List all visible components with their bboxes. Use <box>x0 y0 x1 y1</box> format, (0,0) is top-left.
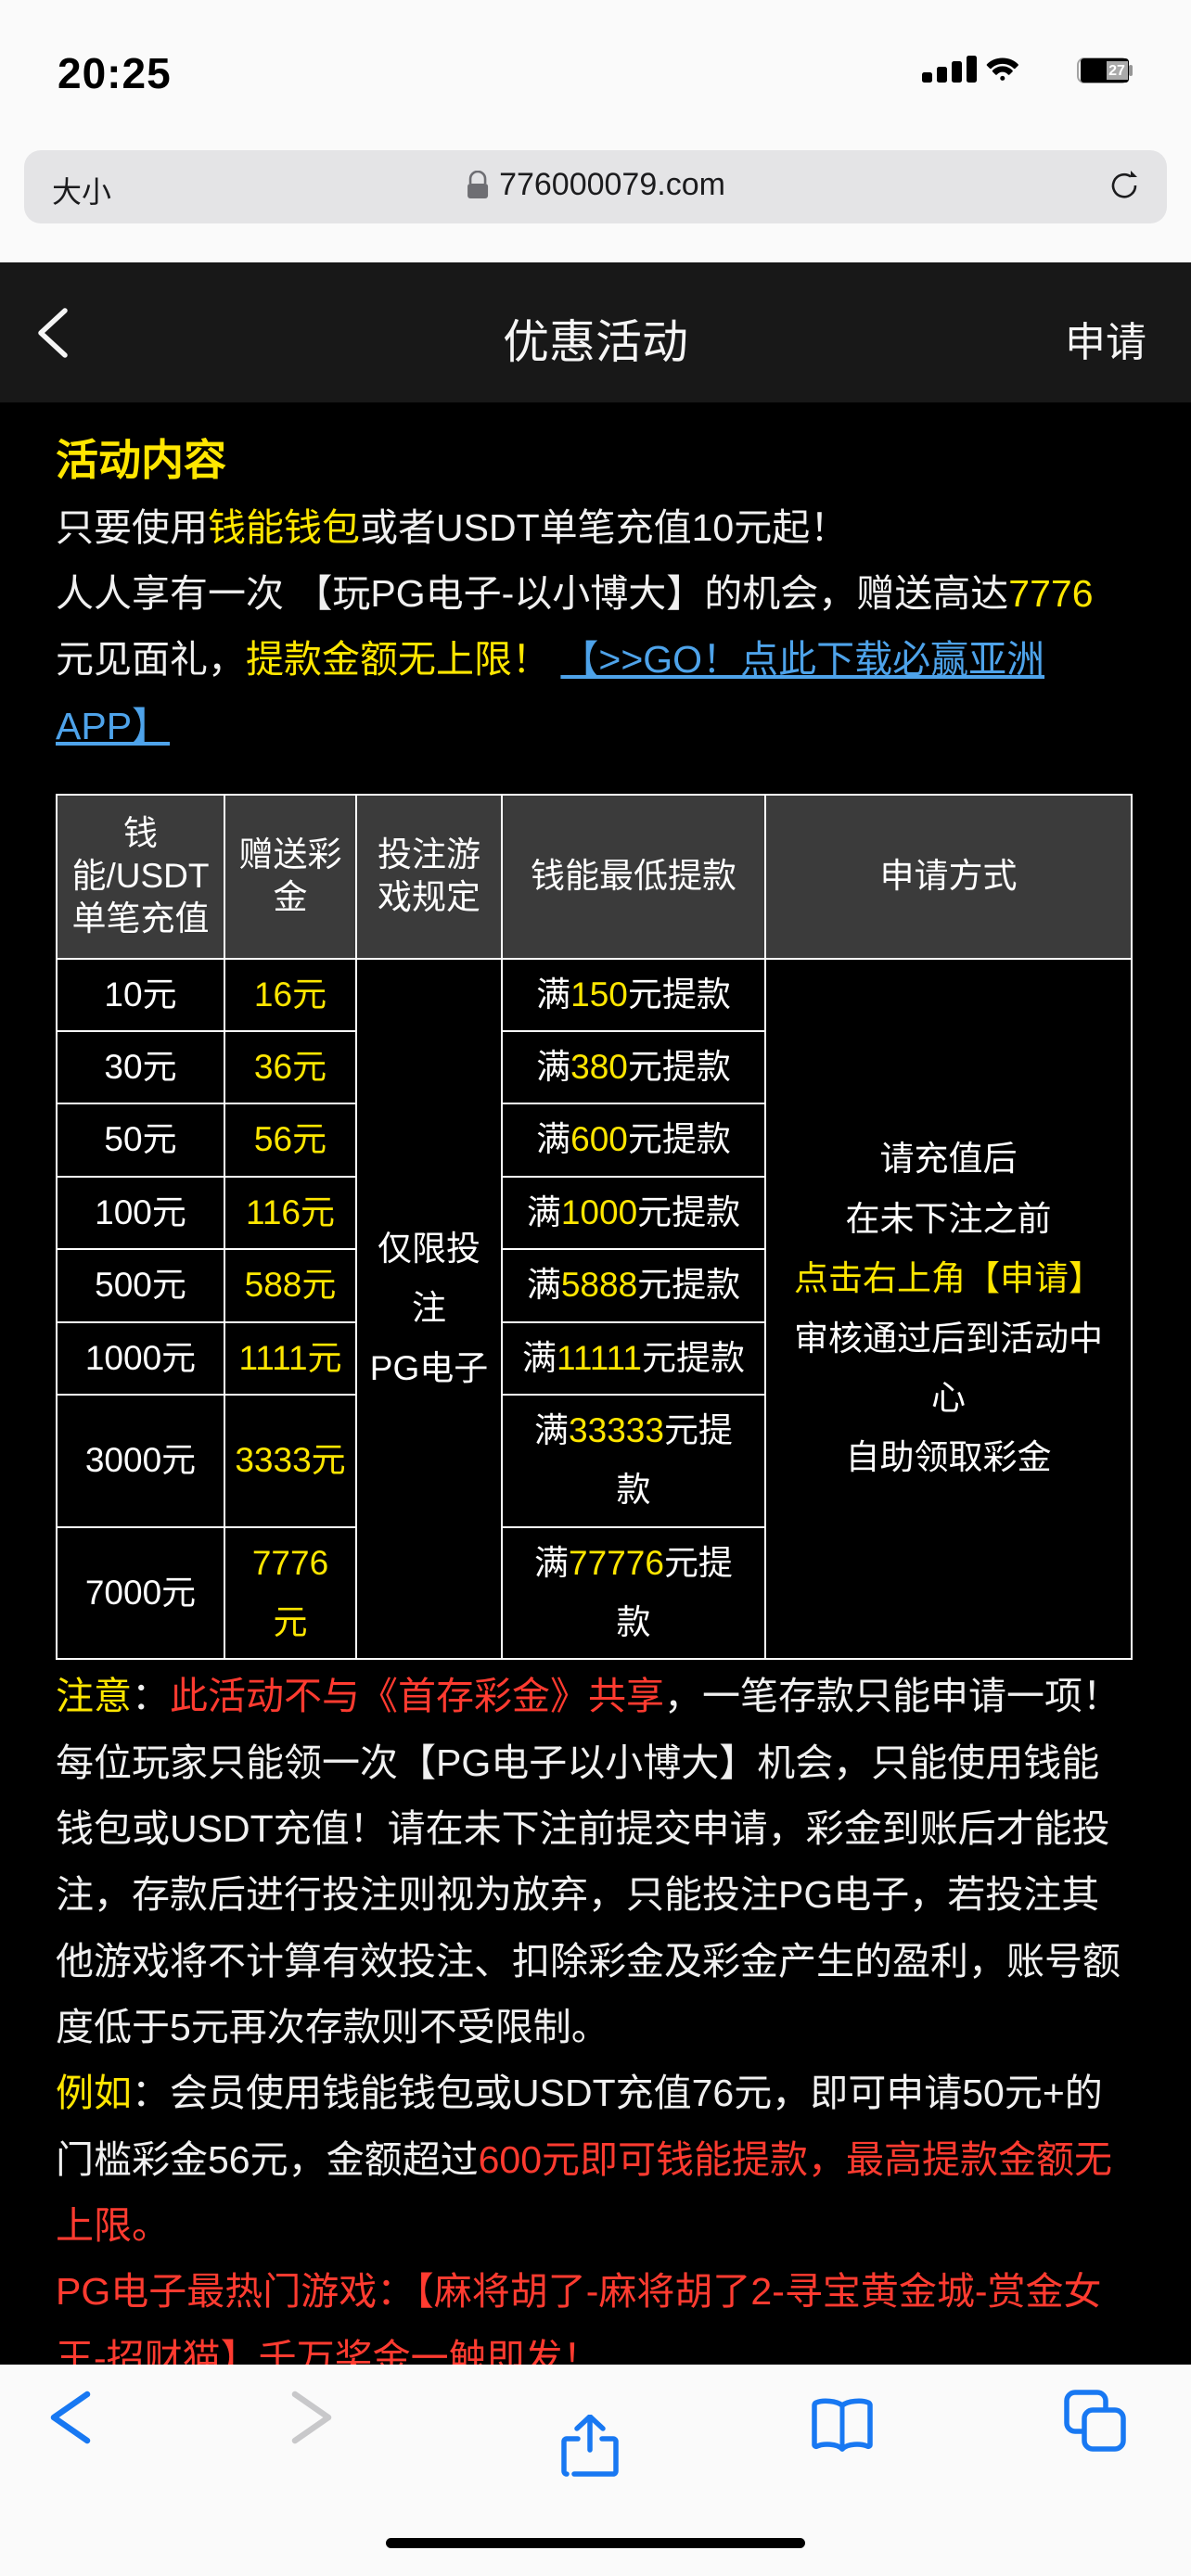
svg-text:27: 27 <box>1108 63 1125 79</box>
